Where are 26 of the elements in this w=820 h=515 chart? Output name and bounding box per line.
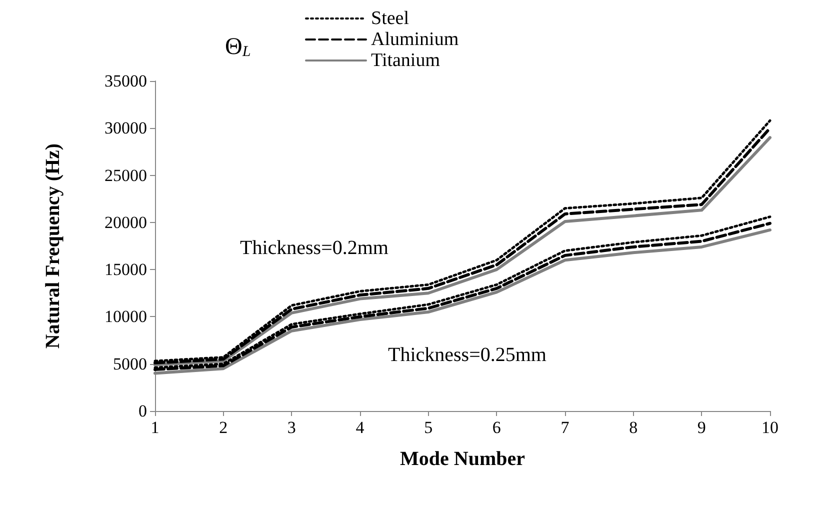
- x-axis-title: Mode Number: [400, 448, 526, 470]
- x-tick-label: 10: [762, 418, 778, 437]
- y-tick-label: 35000: [104, 72, 147, 90]
- legend-label: Aluminium: [371, 29, 459, 50]
- y-tick-label: 5000: [113, 354, 147, 374]
- x-tick-label: 5: [424, 418, 433, 437]
- y-tick-label: 0: [138, 402, 147, 420]
- y-tick-label: 30000: [104, 118, 147, 138]
- text: ΘL: [225, 34, 251, 60]
- legend-label: Titanium: [371, 50, 440, 71]
- x-tick-label: 3: [287, 418, 296, 437]
- annotation: Thickness=0.25mm: [388, 344, 547, 366]
- x-tick-label: 2: [219, 418, 228, 437]
- x-tick-label: 7: [560, 418, 570, 437]
- y-tick-label: 20000: [104, 212, 147, 232]
- y-tick-label: 25000: [104, 166, 147, 185]
- x-tick-label: 6: [492, 418, 501, 437]
- x-tick-label: 1: [150, 418, 160, 437]
- x-tick-label: 4: [356, 418, 365, 437]
- x-tick-label: 9: [697, 418, 706, 437]
- x-tick-label: 8: [629, 418, 638, 437]
- y-tick-label: 15000: [104, 260, 147, 280]
- annotation: Thickness=0.2mm: [240, 237, 389, 259]
- legend-label: Steel: [371, 8, 409, 29]
- y-axis-title: Natural Frequency (Hz): [42, 143, 64, 349]
- y-tick-label: 10000: [104, 307, 147, 326]
